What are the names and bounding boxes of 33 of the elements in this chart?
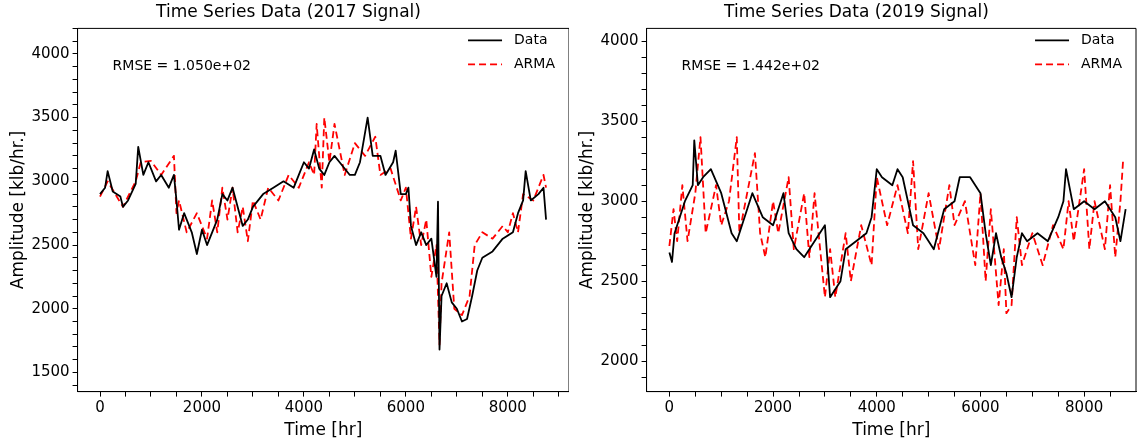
x-tick-label: 8000 [1065, 398, 1104, 417]
annotation: RMSE = 1.442e+02 [681, 57, 820, 74]
x-axis-title: Time [hr] [283, 419, 363, 440]
y-tick-label: 3000 [600, 191, 639, 210]
y-tick-label: 3500 [600, 111, 639, 130]
y-tick-label: 3000 [31, 171, 70, 190]
x-tick-label: 2000 [753, 398, 793, 417]
y-tick-label: 2500 [600, 271, 639, 290]
y-axis-title: Amplitude [klb/hr.] [575, 130, 596, 290]
x-tick-label: 0 [664, 398, 675, 417]
x-tick-label: 6000 [386, 398, 425, 417]
x-axis-title: Time [hr] [851, 419, 931, 440]
annotation: RMSE = 1.050e+02 [112, 57, 251, 74]
y-tick-label: 1500 [31, 362, 70, 381]
y-tick-label: 4000 [31, 43, 70, 62]
chart-title: Time Series Data (2017 Signal) [155, 0, 421, 21]
y-tick-label: 2000 [600, 351, 639, 370]
legend-label: Data [1081, 31, 1115, 48]
y-tick-label: 2500 [31, 234, 70, 253]
y-tick-label: 4000 [600, 31, 639, 50]
x-tick-label: 8000 [488, 398, 527, 417]
y-axis-title: Amplitude [klb/hr.] [6, 130, 27, 290]
legend-label: Data [514, 31, 548, 48]
y-tick-label: 2000 [31, 298, 70, 317]
x-tick-label: 2000 [182, 398, 222, 417]
x-tick-label: 4000 [284, 398, 324, 417]
x-tick-label: 6000 [961, 398, 1000, 417]
legend-label: ARMA [514, 55, 556, 72]
x-tick-label: 0 [95, 398, 105, 417]
chart-title: Time Series Data (2019 Signal) [723, 0, 989, 21]
x-tick-label: 4000 [857, 398, 896, 417]
legend-label: ARMA [1081, 55, 1123, 72]
y-tick-label: 3500 [31, 107, 70, 126]
